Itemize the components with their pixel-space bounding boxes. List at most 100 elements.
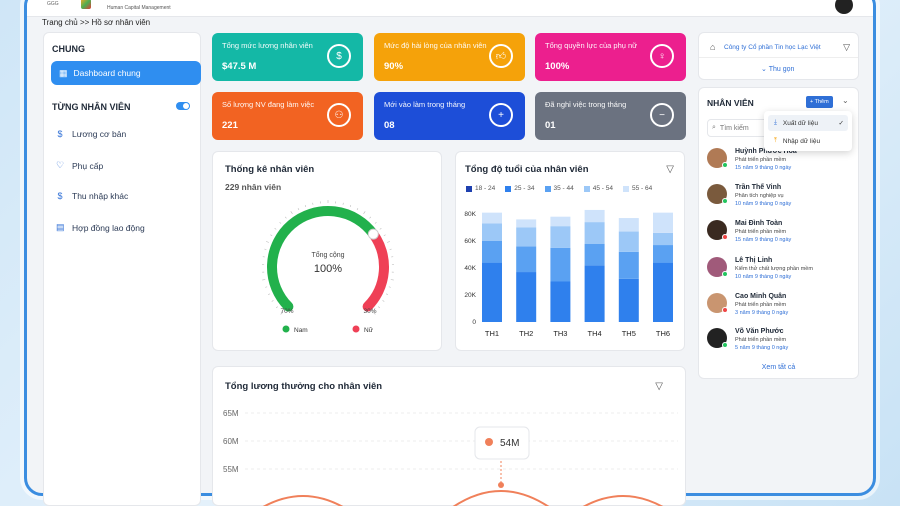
employee-count: 229 nhân viên (225, 182, 282, 192)
kpi-card[interactable]: Tổng mức lương nhân viên $47.5 M $ (212, 33, 363, 81)
bar-segment[interactable] (550, 247, 571, 282)
x-tick-label: TH4 (588, 329, 602, 338)
avatar (707, 328, 728, 348)
bar-segment[interactable] (653, 245, 673, 263)
y-tick-label: 40K (464, 265, 476, 272)
employee-role: Phát triển phần mềm (735, 337, 787, 343)
employee-list-item[interactable]: Mai Đình Toàn Phát triển phần mềm 15 năm 9… (707, 220, 791, 243)
status-dot (722, 198, 728, 204)
status-dot (722, 342, 728, 348)
employee-list-item[interactable]: Trần Thế Vinh Phân tích nghiệp vụ 10 năm 9… (707, 184, 791, 207)
bar-segment[interactable] (618, 231, 639, 252)
see-all-link[interactable]: Xem tất cả (761, 364, 796, 371)
employee-list-item[interactable]: Lê Thị Linh Kiểm thử chất lượng phần mềm 1… (707, 257, 813, 280)
sidebar-item-base-salary[interactable]: $ Lương cơ bản (56, 129, 126, 139)
kpi-card[interactable]: Số lượng NV đang làm việc 221 ⚇ (212, 92, 363, 140)
menu-item-export[interactable]: ⤓ Xuất dữ liệu ✓ (768, 115, 848, 131)
sidebar-item-dashboard[interactable]: ▦ Dashboard chung (51, 61, 201, 85)
home-icon: ⌂ (710, 42, 716, 52)
company-name[interactable]: Công ty Cổ phần Tin học Lạc Việt (724, 44, 821, 51)
y-tick-label: 20K (464, 292, 476, 299)
bar-segment[interactable] (584, 209, 605, 223)
bar-segment[interactable] (550, 226, 571, 248)
thumbs-up-icon: 👍︎ (489, 44, 513, 68)
gauge-tick (369, 216, 372, 219)
bar-segment[interactable] (618, 278, 639, 322)
filter-icon[interactable]: ▽ (843, 42, 850, 52)
legend-swatch (623, 185, 629, 192)
gauge-tick (265, 241, 269, 243)
legend-label: 45 - 54 (592, 185, 613, 192)
kpi-card[interactable]: Mức độ hài lòng của nhân viên 90% 👍︎ (374, 33, 525, 81)
bar-segment[interactable] (482, 212, 502, 224)
x-tick-label: TH3 (553, 329, 567, 338)
female-percent: 30% (363, 308, 376, 315)
employee-tenure: 3 năm 9 tháng 0 ngày (735, 310, 789, 316)
legend-female-label: Nữ (364, 327, 374, 334)
employee-name: Cao Minh Quân (735, 293, 787, 300)
sidebar-item-label: Phụ cấp (72, 160, 104, 171)
sidebar-item-allowance[interactable]: ♡ Phụ cấp (56, 160, 103, 171)
status-dot (722, 307, 728, 313)
gauge-tick (356, 208, 359, 211)
employee-list-item[interactable]: Cao Minh Quân Phát triển phần mềm 3 năm 9 … (707, 293, 788, 316)
kpi-card[interactable]: Mới vào làm trong tháng 08 + (374, 92, 525, 140)
brand-logo-icon (81, 0, 91, 9)
menu-item-import[interactable]: ⤒ Nhập dữ liệu (768, 133, 848, 149)
dollar-icon: $ (57, 129, 63, 139)
status-dot (722, 271, 728, 277)
bar-segment[interactable] (482, 241, 502, 263)
y-tick-label: 55M (223, 465, 239, 474)
bar-segment[interactable] (618, 251, 639, 279)
search-placeholder: Tìm kiếm (719, 124, 749, 132)
check-icon: ✓ (838, 120, 844, 127)
bar-segment[interactable] (618, 218, 639, 232)
filter-icon[interactable]: ▽ (666, 164, 674, 175)
kpi-card[interactable]: Tổng quyền lực của phụ nữ 100% ♀ (535, 33, 686, 81)
legend-label: 25 - 34 (514, 185, 535, 192)
gauge-tick (390, 279, 394, 281)
add-employee-button[interactable]: + Thêm (806, 96, 833, 108)
sidebar: CHUNG ▦ Dashboard chung TỪNG NHÂN VIÊN $… (43, 32, 201, 506)
upload-icon: ⤒ (774, 137, 777, 144)
employee-list-item[interactable]: Huỳnh Phước Hoà Phát triển phần mềm 15 năm… (707, 148, 797, 171)
bar-segment[interactable] (482, 223, 502, 241)
bar-segment[interactable] (653, 232, 673, 246)
bar-segment[interactable] (516, 246, 537, 273)
kpi-label: Tổng quyền lực của phụ nữ (545, 41, 638, 50)
employee-tenure: 10 năm 9 tháng 0 ngày (735, 274, 792, 280)
bar-segment[interactable] (482, 262, 502, 322)
gauge-tick (389, 248, 392, 250)
y-tick-label: 65M (223, 409, 239, 418)
sidebar-item-contract[interactable]: ▤ Hợp đồng lao động (56, 222, 145, 233)
chevron-down-icon[interactable]: ⌄ (842, 96, 849, 105)
search-input[interactable]: ⌕ Tìm kiếm (707, 119, 769, 137)
section-toggle[interactable] (176, 102, 190, 110)
employee-name: Lê Thị Linh (735, 257, 773, 264)
bar-segment[interactable] (584, 265, 605, 322)
legend-swatch (544, 185, 551, 192)
sidebar-item-other-income[interactable]: $ Thu nhập khác (56, 191, 128, 201)
company-panel: ⌂ Công ty Cổ phần Tin học Lạc Việt ▽ ⌄ T… (698, 32, 859, 80)
y-tick-label: 60K (464, 238, 476, 245)
bar-segment[interactable] (584, 222, 605, 244)
legend-item: 55 - 64 (623, 185, 652, 192)
user-avatar[interactable] (835, 0, 853, 14)
bar-segment[interactable] (653, 262, 673, 322)
bar-segment[interactable] (550, 216, 571, 227)
collapse-link[interactable]: ⌄ Thu gọn (761, 65, 794, 73)
bar-segment[interactable] (516, 227, 537, 247)
bar-segment[interactable] (550, 281, 571, 323)
gauge-tick (271, 300, 274, 302)
employee-list-item[interactable]: Võ Văn Phước Phát triển phần mềm 5 năm 9 t… (707, 328, 788, 351)
bar-segment[interactable] (516, 219, 537, 228)
bar-segment[interactable] (516, 272, 537, 322)
kpi-card[interactable]: Đã nghỉ việc trong tháng 01 − (535, 92, 686, 140)
bar-segment[interactable] (584, 243, 605, 266)
sidebar-item-label: Hợp đồng lao động (72, 222, 145, 233)
avatar (707, 293, 728, 313)
filter-icon[interactable]: ▽ (655, 381, 663, 392)
bar-segment[interactable] (653, 212, 673, 233)
gauge-tick (275, 306, 278, 309)
sidebar-section-employee: TỪNG NHÂN VIÊN (52, 102, 131, 112)
